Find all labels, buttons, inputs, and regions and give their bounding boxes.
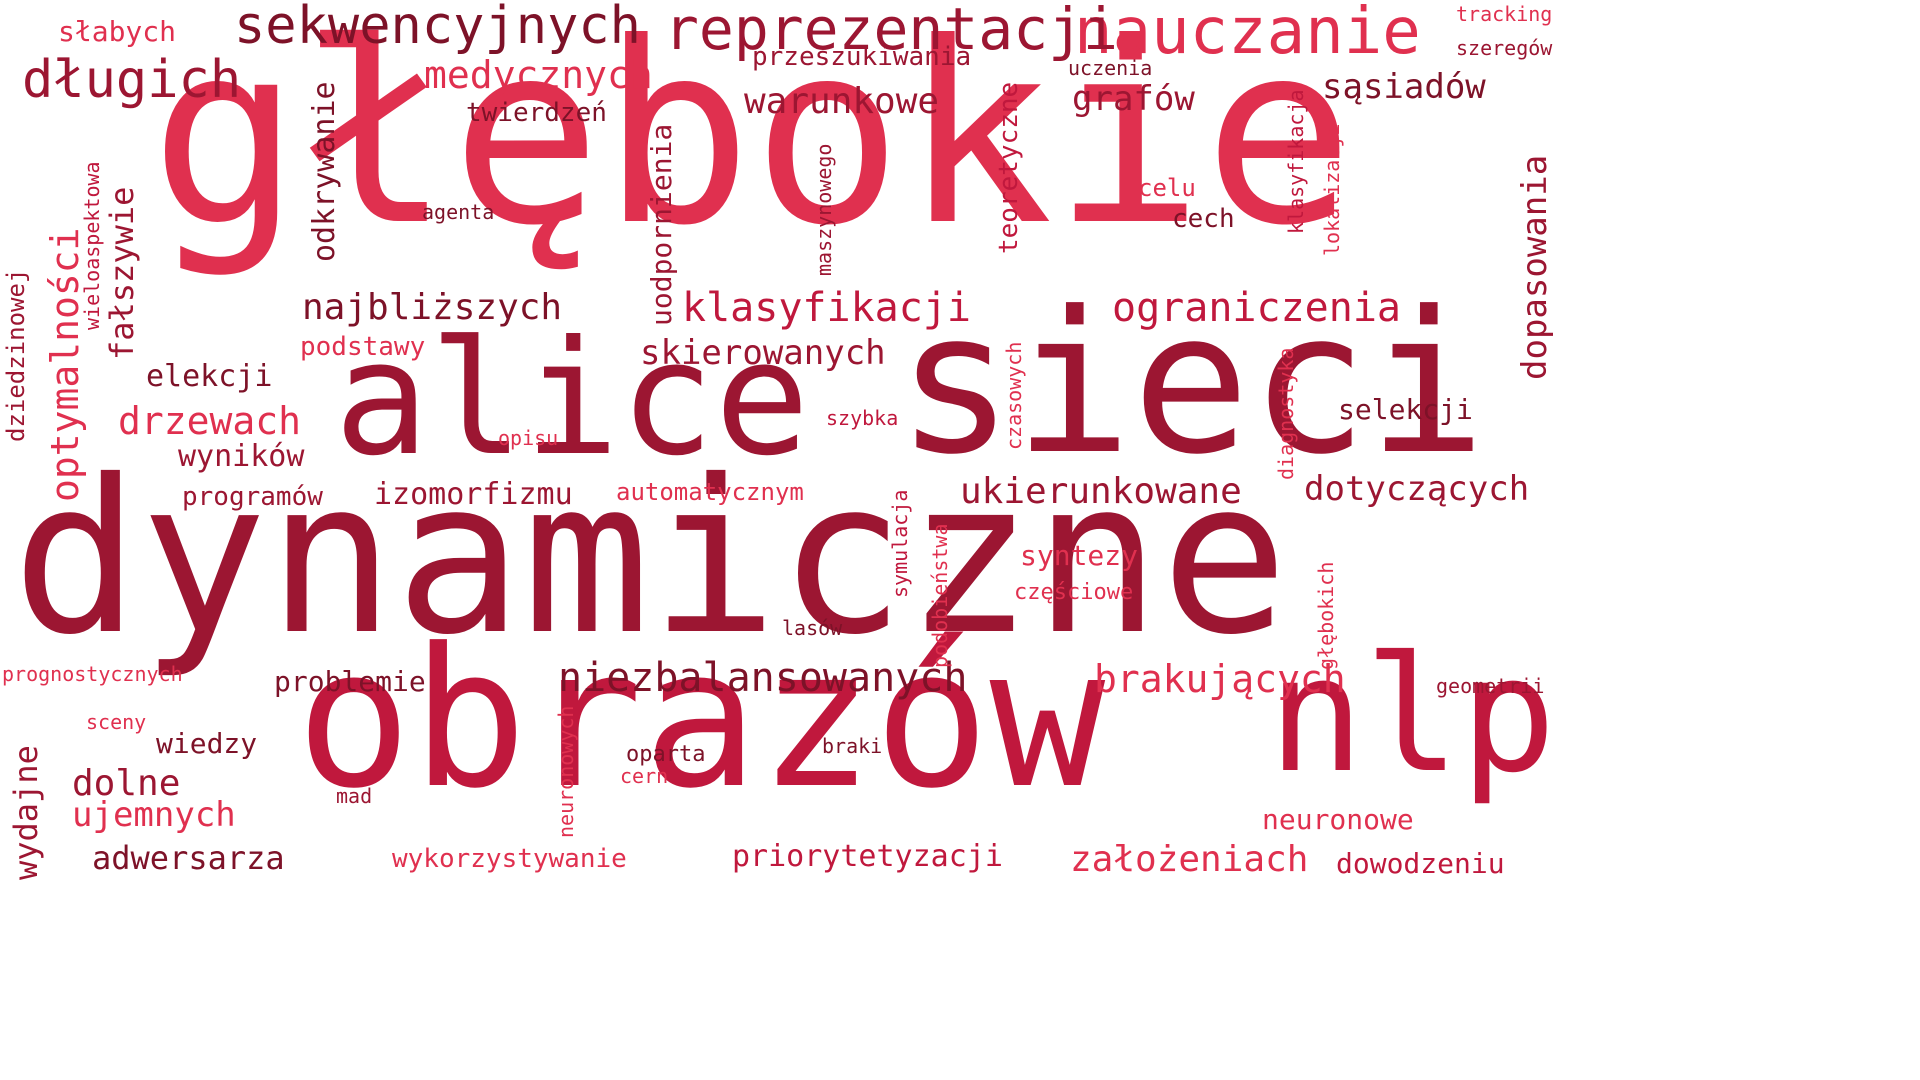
cloud-word: głębokich [1314, 561, 1338, 670]
cloud-word: cech [1172, 204, 1235, 234]
cloud-word: nlp [1268, 622, 1557, 808]
cloud-word: przeszukiwania [752, 42, 972, 72]
cloud-word: warunkowe [744, 81, 940, 122]
cloud-word: uodpornienia [645, 123, 678, 326]
cloud-word: dziedzinowej [2, 268, 30, 442]
cloud-word: wieloaspektowa [80, 161, 104, 330]
cloud-word: obrazów [296, 608, 1106, 831]
cloud-word: czasowych [1002, 341, 1026, 450]
cloud-word: braki [822, 734, 883, 758]
cloud-word: najbliższych [302, 287, 563, 328]
cloud-word: lokalizacji [1320, 123, 1344, 256]
cloud-word: częściowe [1014, 580, 1134, 605]
cloud-word: dolne [72, 763, 181, 804]
cloud-word: problemie [274, 665, 426, 698]
cloud-word: grafów [1072, 79, 1195, 119]
cloud-word: dowodzeniu [1336, 847, 1505, 880]
cloud-word: automatycznym [616, 478, 804, 506]
cloud-word: głębokie [150, 0, 1355, 280]
cloud-word: reprezentacji [664, 0, 1118, 63]
cloud-word: mad [336, 784, 373, 808]
cloud-word: szeregów [1456, 36, 1553, 60]
cloud-word: wydajne [7, 745, 45, 880]
cloud-word: niezbalansowanych [558, 655, 968, 701]
cloud-word: teoretyczne [994, 81, 1024, 254]
cloud-word: optymalności [43, 227, 87, 502]
cloud-word: odkrywanie [307, 81, 342, 262]
cloud-word: klasyfikacji [682, 285, 971, 331]
cloud-word: dopasowania [1515, 154, 1555, 380]
cloud-word: sąsiadów [1322, 67, 1486, 107]
cloud-word: słabych [58, 15, 177, 48]
cloud-word: geometrii [1436, 674, 1545, 698]
word-cloud: głębokie dynamiczne alice sieci obrazów nlp na… [2, 0, 1557, 880]
cloud-word: symulacja [888, 489, 912, 598]
cloud-word: selekcji [1338, 393, 1473, 426]
cloud-word: szybka [826, 406, 899, 430]
cloud-word: syntezy [1020, 539, 1139, 572]
cloud-word: priorytetyzacji [732, 839, 1003, 874]
cloud-word: oparta [626, 742, 706, 767]
cloud-word: programów [182, 482, 323, 512]
cloud-word: fałszywie [103, 186, 141, 360]
cloud-word: dotyczących [1304, 469, 1530, 509]
cloud-word: neuronowe [1262, 803, 1414, 836]
cloud-word: podobieństwa [928, 523, 952, 669]
cloud-word: brakujących [1094, 657, 1346, 701]
cloud-word: podstawy [300, 332, 426, 362]
cloud-word: klasyfikacja [1284, 89, 1308, 235]
cloud-word: cern [620, 764, 669, 788]
cloud-word: alice [334, 307, 810, 491]
cloud-word: elekcji [146, 359, 273, 394]
cloud-word: izomorfizmu [374, 477, 573, 512]
cloud-word: sceny [86, 710, 147, 734]
cloud-word: sieci [896, 270, 1487, 498]
cloud-word: prognostycznych [2, 662, 183, 686]
cloud-word: długich [22, 50, 242, 110]
cloud-word: sekwencyjnych [234, 0, 641, 56]
cloud-word: neuronowych [554, 705, 578, 838]
cloud-word: ukierunkowane [960, 471, 1242, 512]
cloud-word: agenta [422, 200, 495, 224]
cloud-word: maszynowego [812, 143, 836, 276]
cloud-word: wiedzy [156, 727, 258, 760]
cloud-word: adwersarza [92, 839, 285, 877]
cloud-word: diagnostyka [1274, 347, 1298, 480]
cloud-word: uczenia [1068, 56, 1153, 80]
cloud-word: opisu [498, 426, 559, 450]
cloud-word: lasów [782, 616, 843, 640]
cloud-word: wyników [178, 439, 305, 474]
cloud-word: dynamiczne [12, 434, 1289, 681]
cloud-word: medycznych [424, 53, 653, 97]
cloud-word: założeniach [1070, 839, 1309, 880]
cloud-word: drzewach [118, 399, 302, 443]
cloud-word: celu [1138, 174, 1196, 202]
cloud-word: tracking [1456, 2, 1553, 26]
cloud-word: ograniczenia [1112, 285, 1401, 331]
cloud-word: ujemnych [72, 795, 236, 835]
cloud-word: twierdzeń [466, 98, 607, 128]
cloud-word: skierowanych [640, 333, 886, 373]
cloud-word: wykorzystywanie [392, 844, 627, 874]
cloud-word: nauczanie [1074, 0, 1421, 69]
